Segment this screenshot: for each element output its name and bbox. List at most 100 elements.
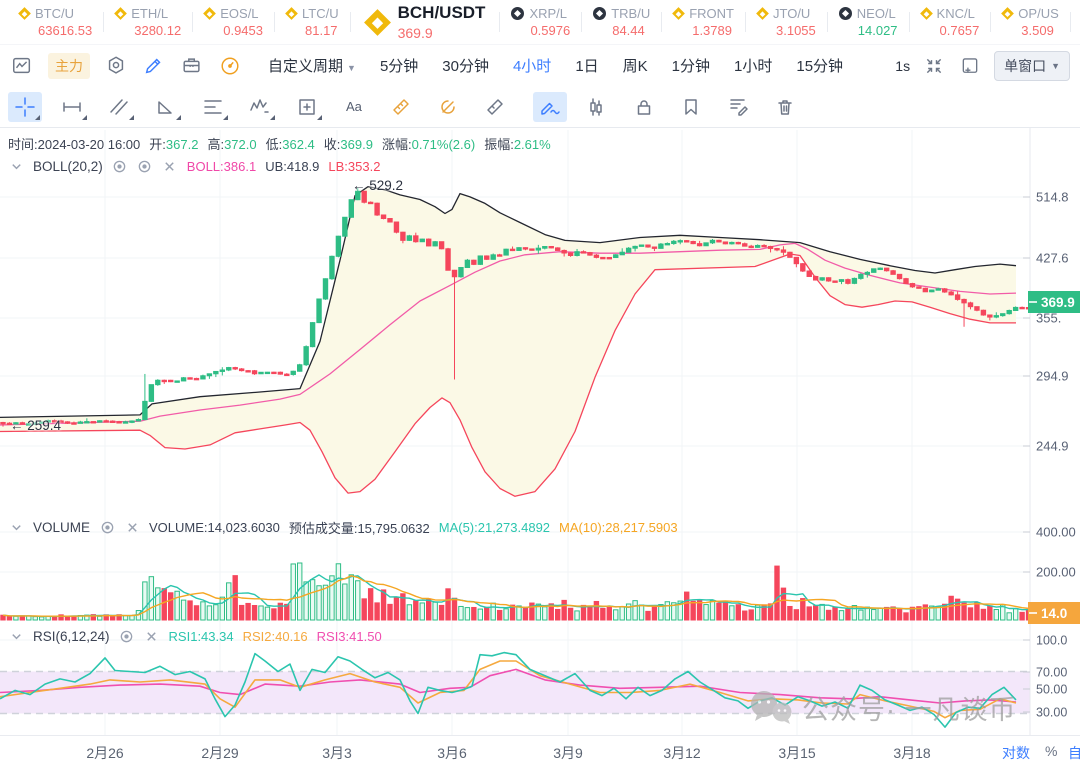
ohlc-field: 振幅:2.61% [484,137,551,152]
timeframe-周K[interactable]: 周K [622,58,648,75]
ruler-tool-icon[interactable] [478,92,512,122]
timeframe-1日[interactable]: 1日 [575,58,599,75]
divider [581,12,583,32]
ticker-price: 84.44 [612,23,645,38]
settings-icon[interactable] [119,628,135,644]
date-tick-label: 2月29 [201,745,239,761]
close-icon[interactable] [124,520,140,536]
interval-1s-button[interactable]: 1s [895,57,911,74]
scale-button-%[interactable]: % [1045,743,1058,759]
timeframe-15分钟[interactable]: 15分钟 [796,58,844,75]
fib-retracement-tool-icon[interactable] [196,92,230,122]
indicator-value: 预估成交量:15,795.0632 [288,521,430,536]
main-force-button[interactable]: 主力 [48,52,90,79]
indicator-title: VOLUME [33,520,91,535]
ticker-item-eth-l[interactable]: ETH/L 3280.12 [104,6,192,38]
chart-toolbar: 主力 自定义周期 ▼ 5分钟 30分钟 4小时 1日 周K 1分钟 1小时 15分钟 1s 单窗口… [0,44,1080,86]
chevron-down-icon[interactable] [8,628,24,644]
candles-tool-icon[interactable] [580,92,614,122]
protractor-tool-icon[interactable] [431,92,465,122]
last-price-badge: 369.9 [1041,295,1075,310]
ticker-item-op-us[interactable]: OP/US 3.509 [991,6,1069,38]
lock-tool-icon[interactable] [627,92,661,122]
ticker-price: 63616.53 [38,23,93,38]
crosshair-tool-icon[interactable] [8,91,42,122]
ohlc-field: 低:362.4 [265,137,315,152]
ohlc-field: 时间:2024-03-20 16:00 [8,137,141,152]
dropdown-corner [82,114,87,120]
indicator-title: BOLL(20,2) [33,158,103,174]
scale-button-自[interactable]: 自 [1068,745,1080,761]
divider [103,12,105,32]
ticker-item-neo-l[interactable]: NEO/L 14.027 [828,6,909,38]
ticker-item-knc-l[interactable]: KNC/L 0.7657 [910,6,991,38]
window-mode-button[interactable]: 单窗口 ▼ [994,50,1070,81]
ticker-item-xrp-l[interactable]: XRP/L 0.5976 [500,6,581,38]
settings-icon[interactable] [137,158,153,174]
ticker-item-ltc-u[interactable]: LTC/U 81.17 [275,6,350,38]
dark-coin-icon [593,7,607,20]
close-icon[interactable] [162,158,178,174]
indicator-value: LB:353.2 [328,158,381,174]
ticker-symbol: ETH/L [131,6,169,21]
divider [745,12,746,32]
binance-icon [203,7,217,20]
ticker-symbol: BTC/U [35,6,74,21]
binance-icon [114,7,128,20]
trend-lines-tool-icon[interactable] [102,92,136,122]
date-tick-label: 2月26 [86,745,124,761]
timeframe-list: 自定义周期 ▼ 5分钟 30分钟 4小时 1日 周K 1分钟 1小时 15分钟 [268,55,843,76]
timeframe-1分钟[interactable]: 1分钟 [671,58,711,75]
text-tool-icon[interactable]: Aa [337,92,371,122]
elliott-wave-tool-icon[interactable] [243,92,277,122]
chevron-down-icon[interactable] [8,158,24,174]
settings-icon[interactable] [99,520,115,536]
divider [192,12,194,32]
brush-tool-icon[interactable] [533,91,567,122]
chart-type-icon[interactable] [10,54,34,78]
timeframe-30分钟[interactable]: 30分钟 [442,58,489,75]
ticker-item-jto-u[interactable]: JTO/U 3.1055 [746,6,827,38]
ticker-item-eos-l[interactable]: EOS/L 0.9453 [193,6,274,38]
collapse-icon[interactable] [922,54,946,78]
ticker-item-trb-u[interactable]: TRB/U 84.44 [582,6,661,38]
timeframe-5分钟[interactable]: 5分钟 [379,58,419,75]
note-edit-tool-icon[interactable] [721,92,755,122]
ticker-item-bch-usdt[interactable]: BCH/USDT 369.9 [351,3,500,41]
timeframe-4小时[interactable]: 4小时 [512,58,552,75]
triangle-tool-icon[interactable] [149,92,183,122]
ticker-price: 0.9453 [223,23,263,38]
measure-horizontal-tool-icon[interactable] [55,92,89,122]
ticker-price: 3.1055 [776,23,816,38]
rect-plus-tool-icon[interactable] [290,92,324,122]
indicator-value: RSI3:41.50 [316,628,382,644]
date-axis[interactable]: 2月26 2月29 3月3 3月6 3月9 3月12 3月15 3月18 对数% 自 [0,735,1080,765]
date-tick-label: 3月3 [322,745,352,761]
indicator-settings-icon[interactable] [104,54,128,78]
boll-indicator-row: BOLL(20,2) BOLL:386.1 UB:418.9 LB:353.2 [8,158,380,174]
ticker-item-front[interactable]: FRONT 1.3789 [662,6,745,38]
toolbox-icon[interactable] [180,54,204,78]
bookmark-tool-icon[interactable] [674,92,708,122]
visibility-icon[interactable] [112,158,128,174]
ruler-diagonal-tool-icon[interactable] [384,92,418,122]
svg-text:Aa: Aa [346,99,363,114]
timeframe-自定义周期[interactable]: 自定义周期 ▼ [268,58,356,75]
add-window-icon[interactable] [958,54,982,78]
scale-button-对数[interactable]: 对数 [1002,745,1030,761]
date-tick-label: 3月18 [893,745,931,761]
price-marker-annotation: ← 529.2 [352,178,404,193]
ticker-item-btc-u[interactable]: BTC/U 63616.53 [8,6,103,38]
timeframe-1小时[interactable]: 1小时 [734,58,773,75]
trash-tool-icon[interactable] [768,92,802,122]
ticker-symbol: JTO/U [773,6,811,21]
divider [1069,12,1071,32]
close-icon[interactable] [144,628,160,644]
divider [990,12,992,32]
active-pair-price: 369.9 [397,25,433,41]
dropdown-corner [223,114,228,120]
gauge-icon[interactable] [218,54,242,78]
draw-pencil-icon[interactable] [142,54,166,78]
chevron-down-icon[interactable] [8,520,24,536]
